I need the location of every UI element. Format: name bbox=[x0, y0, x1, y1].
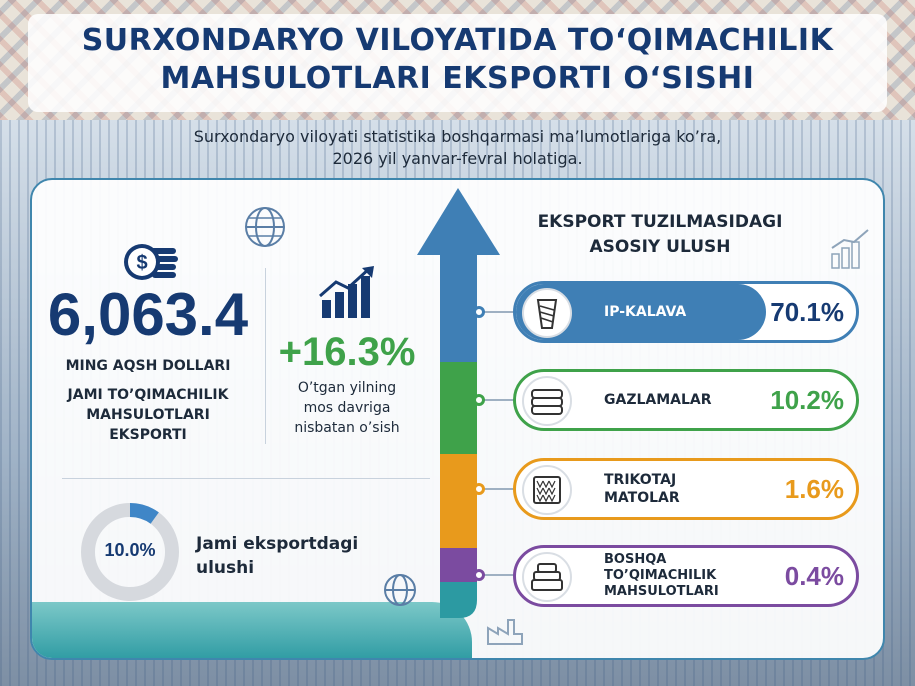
total-export-unit: MING AQSH DOLLARI bbox=[65, 358, 231, 374]
structure-item-ip-kalava: IP-KALAVA 70.1% bbox=[513, 281, 859, 343]
export-share-value: 10.0% bbox=[104, 540, 156, 560]
total-label-line-1: JAMI TO’QIMACHILIK bbox=[67, 387, 229, 403]
fabric-stack-icon bbox=[522, 376, 572, 426]
title-line-2: MAHSULOTLARI EKSPORTI O‘SISHI bbox=[160, 61, 755, 96]
growth-label-line-2: mos davriga bbox=[303, 400, 391, 416]
total-export-label: JAMI TO’QIMACHILIK MAHSULOTLARI EKSPORTI bbox=[38, 385, 258, 445]
vertical-divider bbox=[265, 268, 266, 444]
subtitle-line-1: Surxondaryo viloyati statistika boshqarm… bbox=[193, 127, 722, 146]
connector-dot-3 bbox=[473, 483, 485, 495]
yarn-spool-icon bbox=[522, 288, 572, 338]
structure-label-1-text: IP-KALAVA bbox=[604, 304, 687, 320]
factory-icon bbox=[487, 619, 523, 645]
svg-text:$: $ bbox=[136, 252, 147, 274]
structure-title: EKSPORT TUZILMASIDAGI ASOSIY ULUSH bbox=[520, 210, 800, 260]
growth-label: O’tgan yilning mos davriga nisbatan o’si… bbox=[272, 378, 422, 438]
horizontal-divider bbox=[62, 478, 430, 479]
arrow-head bbox=[417, 188, 500, 255]
structure-label-4: BOSHQA TO’QIMACHILIK MAHSULOTLARI bbox=[604, 548, 764, 604]
globe-icon bbox=[245, 207, 285, 247]
growth-chart-icon bbox=[319, 266, 374, 318]
total-label-line-2: MAHSULOTLARI bbox=[86, 407, 210, 423]
donut-share-arc bbox=[81, 503, 179, 601]
total-label-line-3: EKSPORTI bbox=[109, 427, 187, 443]
arrow-segment-teal bbox=[440, 582, 477, 618]
connector-dot-1 bbox=[473, 306, 485, 318]
teal-base-band bbox=[32, 602, 472, 658]
structure-value-1: 70.1% bbox=[770, 296, 844, 327]
globe-small-icon bbox=[384, 574, 416, 606]
structure-label-4-line-3: MAHSULOTLARI bbox=[604, 584, 719, 599]
arrow-segment-blue bbox=[440, 254, 477, 362]
connector-dot-2 bbox=[473, 394, 485, 406]
total-export-value: 6,063.4 bbox=[47, 281, 249, 348]
structure-value-3: 1.6% bbox=[784, 473, 844, 504]
structure-value-2: 10.2% bbox=[770, 384, 844, 415]
structure-label-4-line-2: TO’QIMACHILIK bbox=[604, 568, 717, 583]
page-title: SURXONDARYO VILOYATIDA TO‘QIMACHILIK MAH… bbox=[0, 22, 915, 98]
subtitle-line-2: 2026 yil yanvar-fevral holatiga. bbox=[332, 149, 583, 168]
structure-item-trikotaj: TRIKOTAJ MATOLAR 1.6% bbox=[513, 458, 859, 520]
bar-chart-icon bbox=[831, 229, 869, 269]
structure-label-3-line-1: TRIKOTAJ bbox=[604, 472, 677, 488]
dollar-coins-icon: $ bbox=[124, 244, 178, 280]
knit-fabric-icon bbox=[522, 465, 572, 515]
growth-label-line-3: nisbatan o’sish bbox=[294, 420, 400, 436]
arrow-segment-orange bbox=[440, 454, 477, 548]
structure-item-boshqa: BOSHQA TO’QIMACHILIK MAHSULOTLARI 0.4% bbox=[513, 545, 859, 607]
structure-label-2: GAZLAMALAR bbox=[604, 372, 764, 428]
structure-label-3-line-2: MATOLAR bbox=[604, 490, 680, 506]
export-share-donut bbox=[81, 503, 179, 601]
structure-label-2-text: GAZLAMALAR bbox=[604, 392, 712, 408]
title-line-1: SURXONDARYO VILOYATIDA TO‘QIMACHILIK bbox=[81, 23, 834, 58]
structure-label-4-line-1: BOSHQA bbox=[604, 552, 667, 567]
page-subtitle: Surxondaryo viloyati statistika boshqarm… bbox=[0, 126, 915, 170]
title-band bbox=[28, 14, 887, 112]
structure-item-gazlamalar: GAZLAMALAR 10.2% bbox=[513, 369, 859, 431]
textile-products-icon bbox=[522, 552, 572, 602]
structure-label-3: TRIKOTAJ MATOLAR bbox=[604, 461, 764, 517]
arrow-segment-purple bbox=[440, 548, 477, 582]
share-label-line-1: Jami eksportdagi bbox=[196, 534, 359, 554]
growth-value: +16.3% bbox=[278, 330, 416, 374]
structure-value-4: 0.4% bbox=[784, 560, 844, 591]
share-label-line-2: ulushi bbox=[196, 558, 255, 578]
export-share-label: Jami eksportdagi ulushi bbox=[196, 532, 396, 580]
connector-dot-4 bbox=[473, 569, 485, 581]
arrow-segment-green bbox=[440, 362, 477, 454]
structure-title-line-1: EKSPORT TUZILMASIDAGI bbox=[537, 212, 783, 232]
structure-title-line-2: ASOSIY ULUSH bbox=[589, 237, 731, 257]
growth-label-line-1: O’tgan yilning bbox=[297, 380, 397, 396]
structure-label-1: IP-KALAVA bbox=[604, 284, 764, 340]
